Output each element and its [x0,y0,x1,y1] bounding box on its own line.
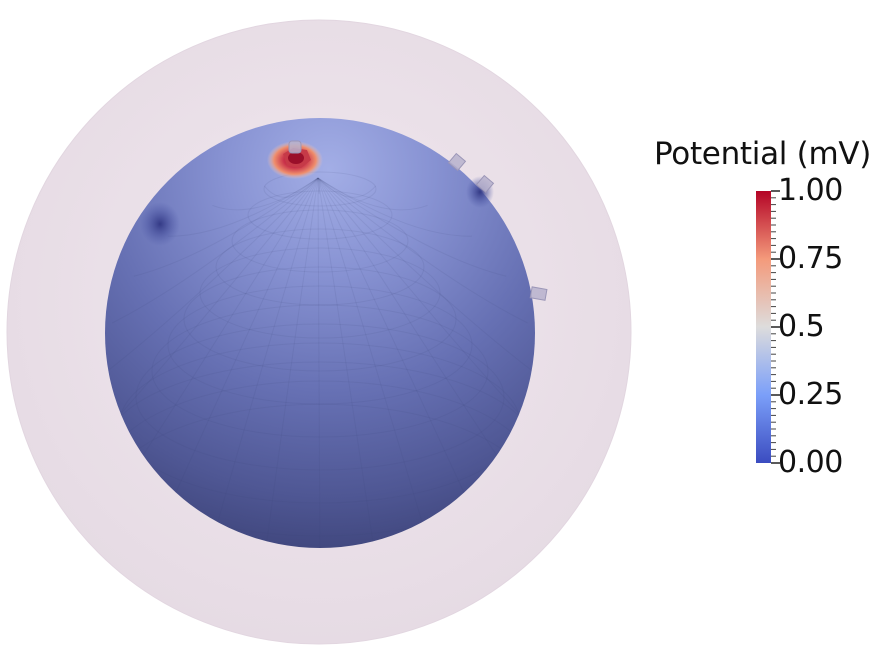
colorbar-tick-label: 0.00 [778,445,843,480]
colorbar-tick-label: 0.5 [778,309,825,344]
electrode [447,152,467,172]
inner-sphere[interactable] [105,118,535,598]
electrodes [288,140,548,301]
colorbar-gradient [756,191,771,463]
low-potential-spot [140,202,180,246]
colorbar-title: Potential (mV) [654,136,872,172]
electrode [288,140,302,154]
electrode [529,286,548,301]
electrode [475,174,495,194]
colorbar-tick-label: 0.25 [778,377,843,412]
colorbar-tick-label: 0.75 [778,241,843,276]
colorbar-tick-label: 1.00 [778,173,843,208]
colorbar [756,190,780,464]
